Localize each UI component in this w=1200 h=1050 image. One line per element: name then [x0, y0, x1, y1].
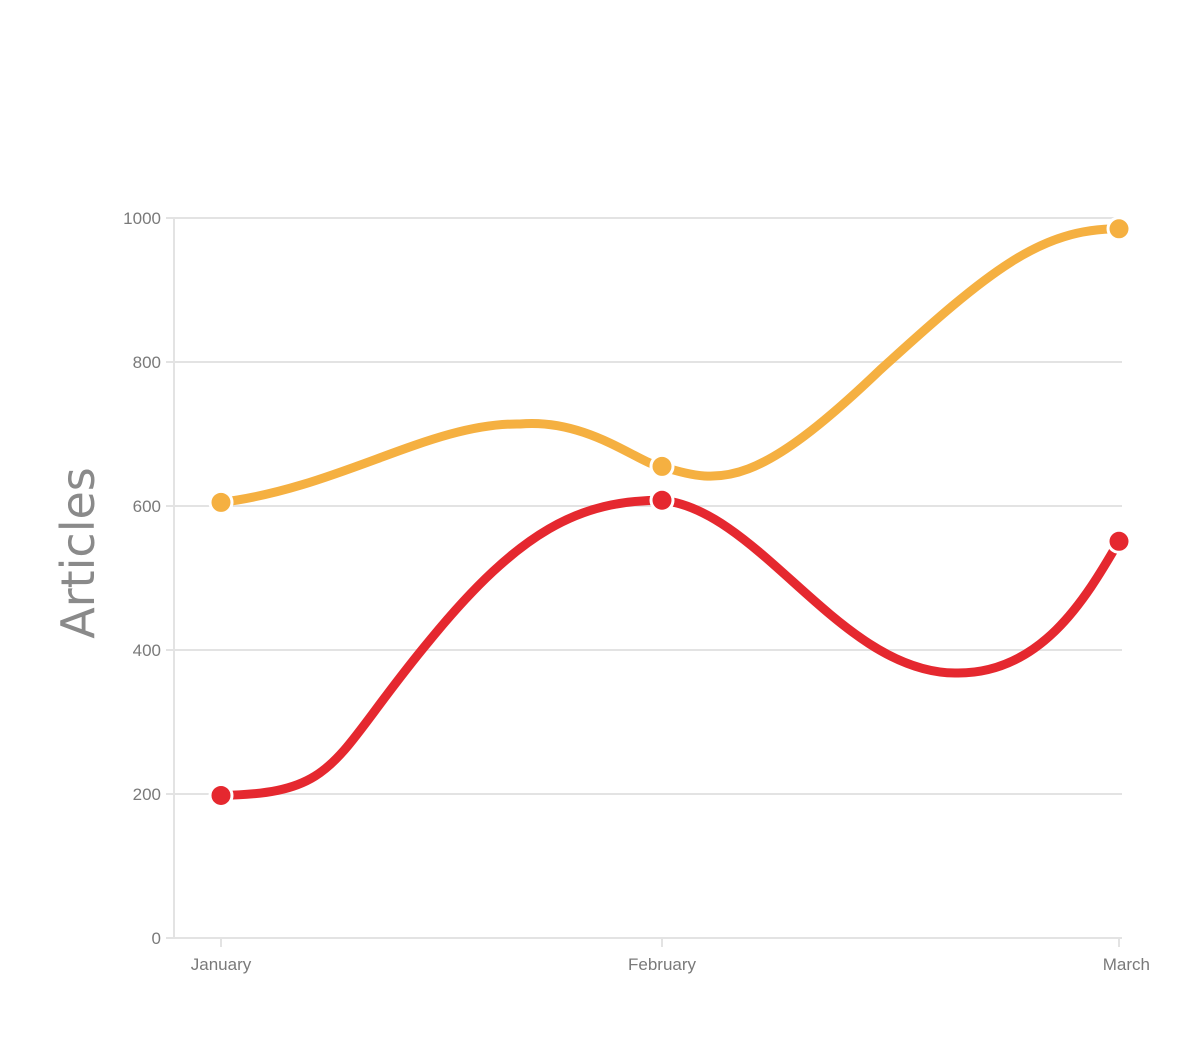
series-1: [208, 216, 1132, 515]
grid-lines: [166, 217, 1122, 795]
data-point: [649, 487, 675, 513]
data-point: [1106, 528, 1132, 554]
data-point: [208, 782, 234, 808]
y-tick-label: 400: [133, 641, 161, 660]
y-axis-ticks: 0 200 400 600 800 1000: [123, 209, 161, 948]
series-line: [216, 495, 1124, 800]
y-tick-label: 1000: [123, 209, 161, 228]
x-tick-label: February: [628, 955, 697, 974]
data-point: [1106, 216, 1132, 242]
y-tick-label: 0: [152, 929, 161, 948]
series-2: [208, 487, 1132, 808]
y-tick-label: 200: [133, 785, 161, 804]
y-axis-title: Articles: [51, 467, 105, 639]
series-group: [208, 216, 1132, 808]
data-point: [649, 453, 675, 479]
y-tick-label: 600: [133, 497, 161, 516]
y-tick-label: 800: [133, 353, 161, 372]
x-tick-label: January: [191, 955, 252, 974]
data-point: [208, 489, 234, 515]
x-tick-label: March: [1103, 955, 1150, 974]
x-axis-ticks: January February March: [191, 938, 1150, 974]
